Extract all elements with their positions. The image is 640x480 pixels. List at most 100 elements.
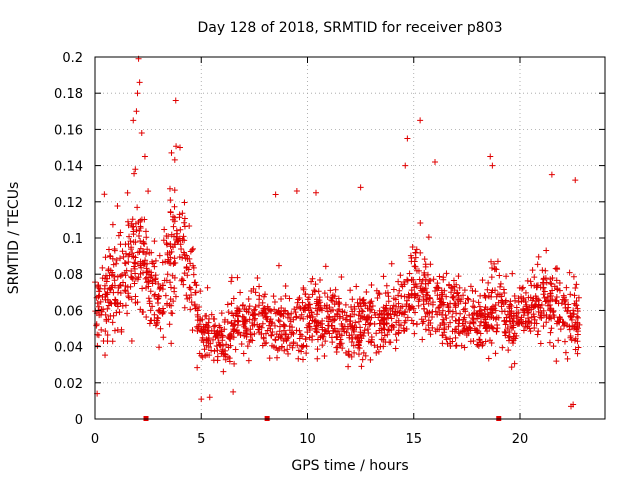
data-point (167, 284, 174, 291)
data-point (535, 253, 542, 260)
data-point (304, 304, 311, 311)
data-point (438, 295, 445, 302)
data-point (556, 314, 563, 321)
data-point (205, 344, 212, 351)
data-point (260, 293, 267, 300)
data-point (197, 288, 204, 295)
data-point (425, 322, 432, 329)
data-point (399, 303, 406, 310)
data-point (110, 312, 117, 319)
data-point (109, 338, 116, 345)
data-point (420, 297, 427, 304)
data-point (347, 313, 354, 320)
data-point (160, 237, 167, 244)
data-point (282, 283, 289, 290)
data-point (139, 285, 146, 292)
data-point (476, 336, 483, 343)
data-point (570, 323, 577, 330)
data-point (564, 307, 571, 314)
data-point (156, 344, 163, 351)
data-point (540, 284, 547, 291)
data-point (553, 293, 560, 300)
data-point (134, 276, 141, 283)
data-point (523, 301, 530, 308)
data-point (115, 289, 122, 296)
data-point (225, 353, 231, 360)
data-point (392, 296, 399, 303)
data-point (444, 302, 451, 309)
data-point (410, 320, 417, 327)
data-point (531, 320, 538, 327)
data-point (161, 277, 168, 284)
data-point (448, 284, 455, 291)
data-point (218, 310, 225, 317)
data-point (245, 296, 252, 303)
data-point (439, 340, 446, 347)
data-point (328, 334, 335, 341)
data-point (502, 332, 509, 339)
data-point (371, 309, 378, 316)
data-point (422, 263, 429, 270)
data-point (536, 297, 543, 304)
data-point (125, 258, 132, 265)
data-point (503, 273, 510, 280)
data-point (181, 251, 188, 258)
y-tick-label: 0.08 (54, 268, 83, 283)
data-point (299, 356, 306, 363)
data-point (186, 284, 193, 291)
data-point (571, 300, 578, 307)
data-point (143, 234, 150, 241)
data-point (413, 246, 420, 253)
data-point (293, 187, 300, 194)
data-point (455, 323, 462, 330)
data-point (281, 347, 288, 354)
data-point (342, 316, 349, 323)
data-point (534, 261, 541, 268)
data-point (493, 328, 500, 335)
data-point (445, 323, 452, 330)
data-point (216, 342, 223, 349)
data-point (138, 216, 145, 223)
data-point (389, 305, 396, 312)
data-point (374, 295, 381, 302)
data-point (329, 292, 336, 299)
data-point (537, 304, 544, 311)
data-point (140, 309, 147, 316)
data-point (377, 320, 384, 327)
data-point (176, 253, 183, 260)
data-point (496, 272, 503, 279)
data-point (124, 218, 131, 225)
data-point (477, 292, 484, 299)
data-point (560, 292, 567, 299)
data-point (567, 312, 574, 319)
data-point (550, 343, 557, 350)
data-point (384, 289, 391, 296)
data-point (317, 277, 324, 284)
data-point (276, 318, 283, 325)
data-point (452, 304, 459, 311)
data-point (313, 189, 319, 196)
data-point (313, 328, 320, 335)
data-point (460, 292, 467, 299)
data-point (275, 317, 282, 324)
data-point (181, 199, 188, 206)
data-point (401, 319, 408, 326)
data-point (335, 295, 342, 302)
data-point (358, 363, 365, 370)
data-point (557, 326, 564, 333)
data-point (427, 331, 434, 338)
data-point (574, 314, 581, 321)
data-point (368, 306, 375, 313)
data-point (234, 305, 241, 312)
data-point (575, 294, 582, 301)
data-point (510, 310, 517, 317)
data-point (207, 340, 214, 347)
data-point (110, 273, 117, 280)
data-point (527, 328, 534, 335)
data-point (454, 289, 461, 296)
data-point (149, 277, 156, 284)
data-point (95, 284, 102, 291)
data-point (442, 334, 449, 341)
data-point (539, 267, 546, 274)
data-point (525, 318, 532, 325)
